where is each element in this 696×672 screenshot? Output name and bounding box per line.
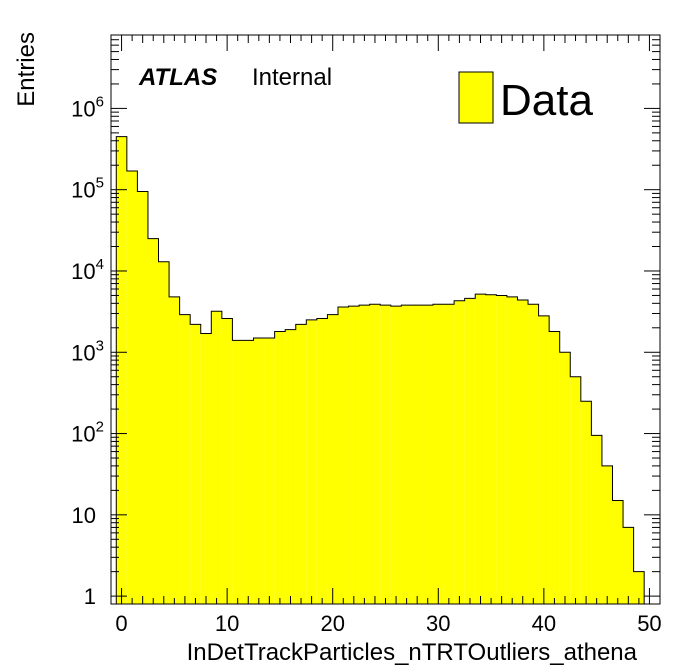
histogram-bar bbox=[116, 136, 127, 605]
legend: Data bbox=[458, 71, 593, 125]
x-tick-label: 30 bbox=[426, 611, 450, 636]
histogram-bar bbox=[380, 305, 391, 604]
x-tick-label: 40 bbox=[532, 611, 556, 636]
histogram-bar bbox=[454, 300, 465, 604]
histogram-bar bbox=[137, 191, 148, 605]
histogram-bar bbox=[559, 352, 571, 604]
y-tick-label: 104 bbox=[71, 256, 104, 284]
x-tick-label: 20 bbox=[320, 611, 344, 636]
histogram-bar bbox=[601, 465, 613, 604]
histogram-bar bbox=[390, 306, 402, 604]
atlas-status-label: Internal bbox=[252, 64, 332, 91]
histogram-bar bbox=[496, 295, 507, 604]
histogram-bar bbox=[580, 401, 592, 604]
histogram-bar bbox=[506, 296, 518, 604]
histogram-bar bbox=[232, 340, 243, 604]
histogram-bar bbox=[274, 331, 286, 604]
histogram-bar bbox=[306, 319, 317, 604]
histogram-bar bbox=[422, 305, 434, 604]
y-tick-label: 1 bbox=[84, 584, 96, 609]
histogram-bar bbox=[221, 318, 233, 604]
histogram-bar bbox=[369, 304, 381, 604]
histogram-bar bbox=[327, 314, 338, 604]
x-tick-label: 0 bbox=[115, 611, 127, 636]
x-tick-label: 10 bbox=[215, 611, 239, 636]
y-tick-label: 103 bbox=[71, 337, 104, 365]
histogram-bar bbox=[443, 304, 455, 604]
y-tick-labels: 1 10 102 103 104 105 106 bbox=[71, 93, 104, 609]
histogram-bar bbox=[433, 304, 444, 604]
histogram-bar bbox=[570, 376, 581, 604]
y-tick-label: 106 bbox=[71, 93, 104, 121]
legend-entry-data: Data bbox=[500, 76, 593, 125]
histogram-bar bbox=[359, 305, 370, 604]
histogram-bar bbox=[179, 314, 191, 604]
histogram-bar bbox=[337, 307, 349, 604]
histogram-bar bbox=[633, 571, 645, 604]
histogram-bar bbox=[549, 331, 560, 604]
histogram-bar bbox=[538, 315, 550, 604]
histogram-bar bbox=[401, 305, 412, 604]
axis-ticks bbox=[111, 34, 660, 604]
histogram-bar bbox=[253, 337, 265, 604]
histogram-bar bbox=[295, 324, 307, 604]
histogram-bar bbox=[264, 337, 275, 604]
x-axis-title: InDetTrackParticles_nTRTOutliers_athena bbox=[187, 639, 638, 666]
histogram-bar bbox=[517, 299, 529, 604]
histogram-bar bbox=[623, 527, 634, 604]
histogram-bar bbox=[485, 294, 497, 604]
histogram-bar bbox=[528, 304, 539, 604]
histogram-bar bbox=[591, 435, 602, 604]
histogram-bar bbox=[464, 298, 476, 604]
y-tick-label: 102 bbox=[71, 419, 104, 447]
histogram-bar bbox=[475, 294, 486, 604]
y-axis-title: Entries bbox=[13, 32, 40, 107]
atlas-label: ATLAS bbox=[138, 64, 217, 91]
histogram-bar bbox=[190, 324, 201, 604]
y-tick-label: 10 bbox=[72, 503, 96, 528]
histogram-bar bbox=[411, 305, 423, 604]
x-tick-labels: 0 10 20 30 40 50 bbox=[115, 611, 661, 636]
histogram-bar bbox=[158, 261, 170, 604]
histogram-bar bbox=[211, 311, 222, 604]
histogram-bar bbox=[285, 329, 296, 604]
histogram-bar bbox=[348, 306, 360, 604]
histogram-bar bbox=[612, 500, 624, 604]
histogram-bar bbox=[316, 318, 328, 604]
legend-swatch bbox=[458, 71, 494, 124]
y-tick-label: 105 bbox=[71, 175, 104, 203]
histogram-bar bbox=[147, 238, 159, 604]
histogram-bar bbox=[200, 333, 212, 604]
histogram-bar bbox=[242, 340, 254, 604]
histogram-bar bbox=[126, 170, 138, 604]
x-tick-label: 50 bbox=[637, 611, 661, 636]
histogram-outline bbox=[115, 136, 645, 604]
histogram-bars bbox=[115, 136, 645, 605]
histogram-bar bbox=[169, 296, 180, 604]
